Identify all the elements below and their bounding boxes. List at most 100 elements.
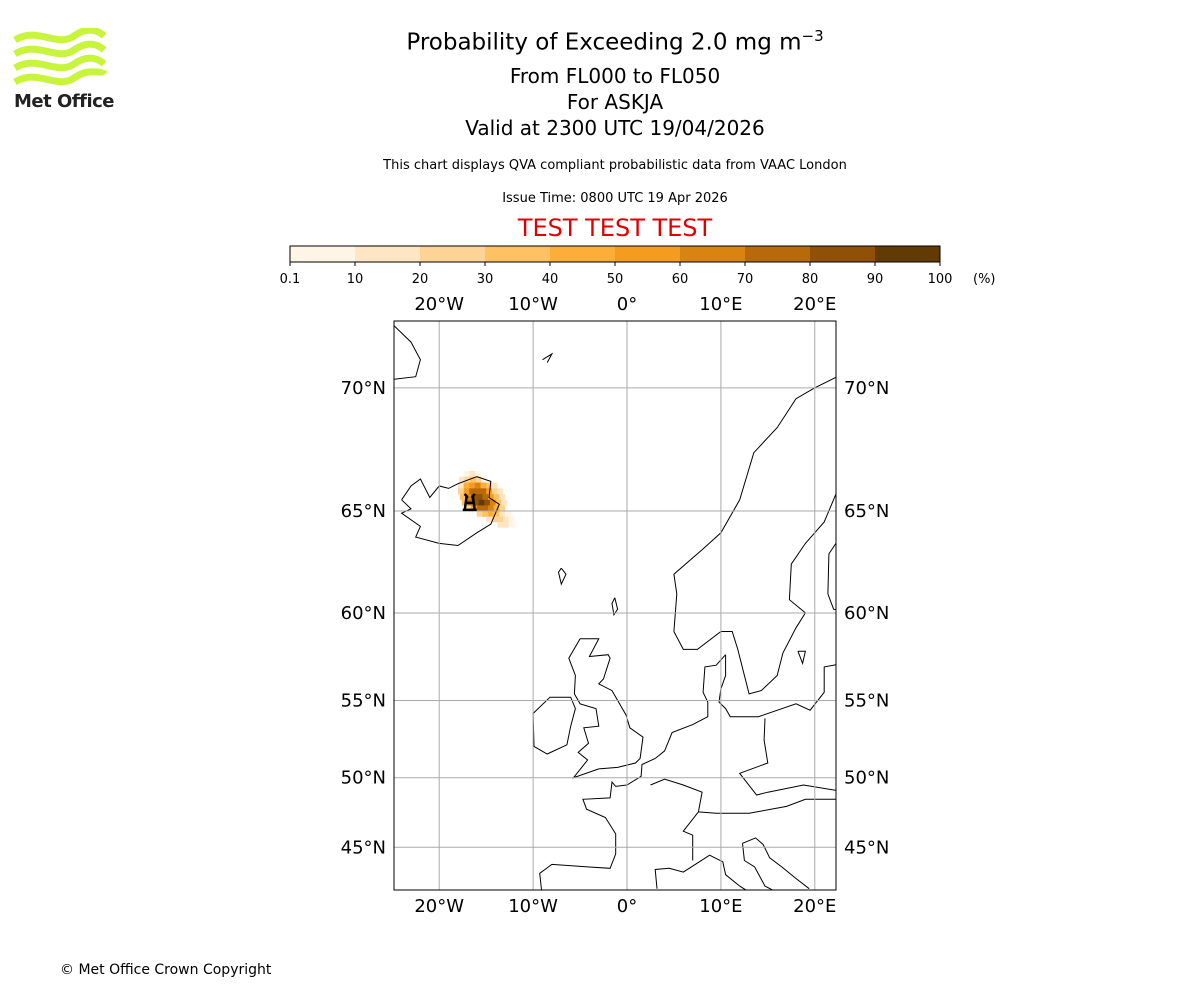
lat-label-right: 65°N	[844, 501, 889, 522]
probability-cell	[473, 499, 479, 506]
lat-label-left: 70°N	[341, 378, 386, 399]
logo-text: Met Office	[14, 91, 115, 112]
coastline	[650, 778, 703, 861]
probability-cell	[480, 482, 487, 489]
probability-cell	[469, 482, 476, 489]
probability-cell	[503, 522, 509, 528]
probability-cell	[493, 511, 500, 517]
probability-cell	[463, 470, 470, 477]
level-range: From FL000 to FL050	[509, 64, 721, 88]
colorbar-bin	[290, 246, 356, 262]
colorbar-tick-label: 0.1	[280, 272, 301, 287]
probability-cell	[465, 505, 472, 512]
coastline	[394, 324, 421, 380]
probability-cell	[499, 505, 506, 512]
colorbar-tick-label: 60	[672, 272, 689, 287]
colorbar-tick-label: 90	[867, 272, 884, 287]
lat-label-right: 60°N	[844, 603, 889, 624]
lon-label-bottom: 10°E	[699, 896, 742, 917]
lat-label-left: 60°N	[341, 603, 386, 624]
coastline	[797, 650, 807, 666]
coastline	[611, 597, 619, 617]
colorbar-bin	[615, 246, 681, 262]
colorbar-bin	[680, 246, 746, 262]
coastline	[542, 352, 554, 363]
lat-label-left: 45°N	[341, 837, 386, 858]
probability-cell	[476, 494, 483, 501]
colorbar-bin	[875, 246, 941, 262]
met-office-logo	[12, 28, 112, 114]
coastline	[742, 843, 774, 890]
lat-label-left: 55°N	[341, 690, 386, 711]
lon-label-bottom: 20°E	[793, 896, 836, 917]
coastline	[539, 654, 726, 890]
colorbar-bin	[355, 246, 421, 262]
chart-title-text: Probability of Exceeding 2.0 mg m	[406, 29, 802, 56]
colorbar-bin	[420, 246, 486, 262]
probability-cell	[488, 505, 494, 512]
probability-cell	[497, 488, 504, 495]
coastline	[557, 567, 567, 586]
coastline	[532, 696, 576, 755]
lat-label-right: 45°N	[844, 837, 889, 858]
coastline	[827, 542, 836, 611]
probability-cell	[491, 482, 498, 489]
lon-label-bottom: 0°	[617, 896, 637, 917]
colorbar-tick-label: 50	[607, 272, 624, 287]
probability-cell	[493, 505, 500, 512]
probability-cell	[470, 476, 477, 483]
chart-title: Probability of Exceeding 2.0 mg m−3	[0, 27, 1200, 56]
lon-label-bottom: 20°W	[414, 896, 464, 917]
description: This chart displays QVA compliant probab…	[383, 158, 847, 173]
probability-cell	[491, 488, 498, 495]
probability-cell	[480, 488, 487, 495]
lon-label-bottom: 10°W	[508, 896, 558, 917]
probability-cell	[478, 499, 485, 506]
probability-cell	[497, 522, 504, 528]
probability-cell	[469, 470, 476, 477]
colorbar-tick-label: 20	[412, 272, 429, 287]
colorbar-tick-label: 80	[802, 272, 819, 287]
wave-logo-icon	[13, 28, 108, 86]
volcano-name: For ASKJA	[566, 90, 664, 114]
coastline	[673, 492, 836, 695]
probability-cell	[474, 488, 481, 495]
colorbar-tick-label: 10	[347, 272, 364, 287]
volcano-icon	[462, 493, 477, 512]
colorbar-tick-label: 100	[928, 272, 953, 287]
probability-cell	[457, 482, 464, 489]
probability-cell	[508, 522, 515, 528]
probability-cell	[486, 516, 493, 523]
lat-label-right: 55°N	[844, 690, 889, 711]
probability-cell	[482, 511, 489, 517]
probability-cell	[482, 494, 489, 501]
chart-title-exponent: −3	[801, 27, 824, 45]
probability-cell	[499, 494, 506, 501]
probability-cell	[501, 499, 508, 506]
coastline	[568, 638, 644, 779]
colorbar-bin	[810, 246, 876, 262]
probability-cell	[469, 488, 476, 495]
issue-time: Issue Time: 0800 UTC 19 Apr 2026	[502, 191, 728, 206]
colorbar-tick-label: 30	[477, 272, 494, 287]
lon-label-top: 0°	[617, 294, 637, 315]
probability-cell	[476, 505, 483, 512]
probability-cell	[489, 499, 496, 506]
coastline	[654, 854, 747, 890]
probability-cell	[486, 482, 493, 489]
probability-cell	[508, 516, 515, 523]
coastline	[698, 798, 836, 814]
probability-cell	[457, 488, 464, 495]
test-banner: TEST TEST TEST	[517, 214, 713, 242]
coastline	[742, 837, 810, 890]
lat-label-right: 70°N	[844, 378, 889, 399]
coastline	[400, 476, 500, 547]
probability-cell	[504, 511, 511, 517]
lat-label-left: 65°N	[341, 501, 386, 522]
probability-cell	[488, 511, 494, 517]
coastline	[673, 376, 836, 632]
colorbar-tick-label: 70	[737, 272, 754, 287]
probability-cell	[475, 476, 482, 483]
colorbar-tick-label: 40	[542, 272, 559, 287]
